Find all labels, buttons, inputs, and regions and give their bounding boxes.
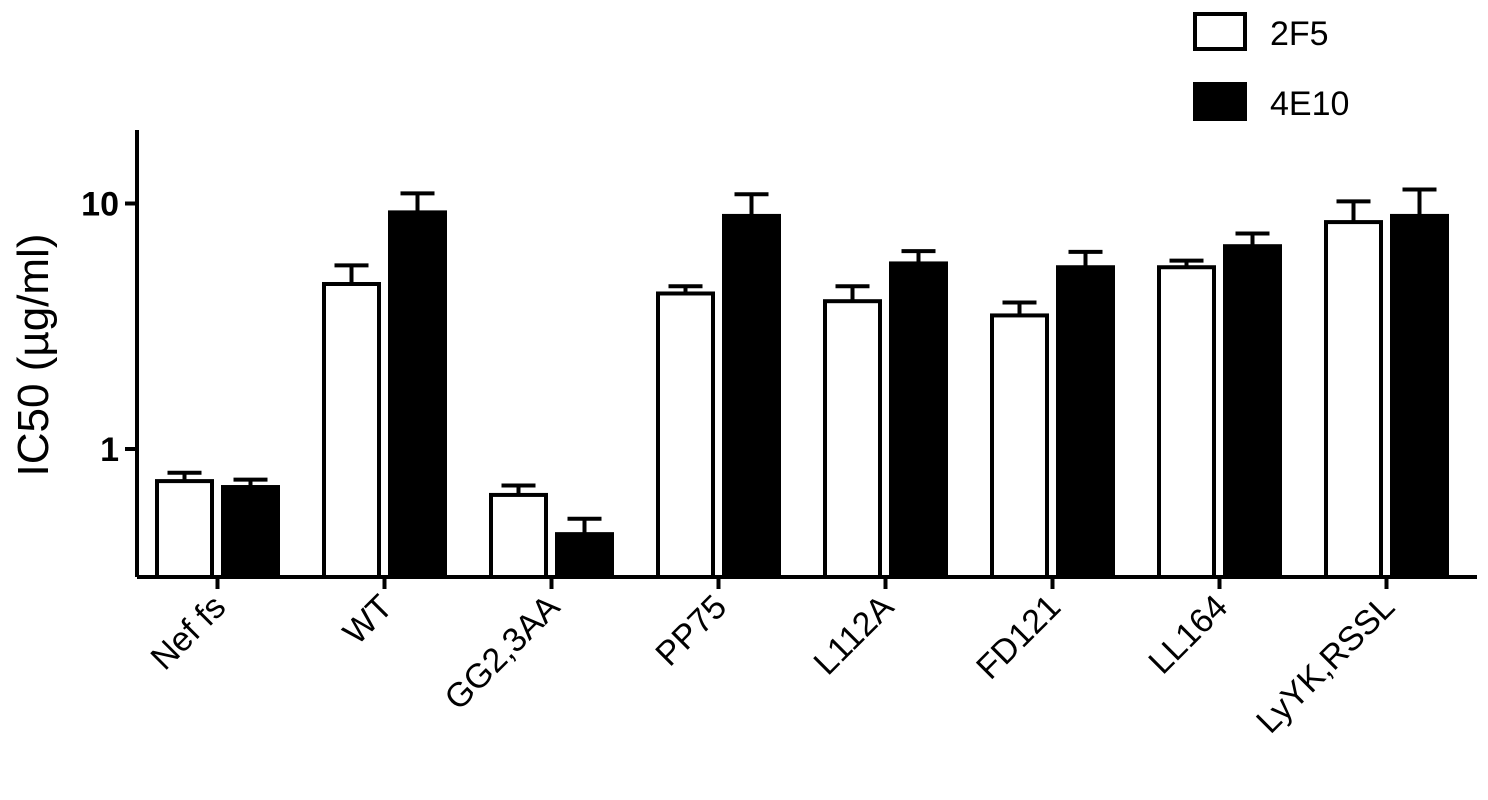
x-tick-label: FD121	[969, 588, 1068, 687]
legend-swatch-2f5	[1193, 12, 1247, 51]
bars	[155, 187, 1449, 580]
bar-4e10-2	[555, 532, 614, 580]
x-tick-label: Nef fs	[143, 588, 233, 678]
y-axis-ticks: 1 10	[81, 186, 137, 469]
bar-2f5-5	[990, 313, 1049, 579]
bar-4e10-3	[722, 213, 781, 580]
x-tick-label: WT	[336, 588, 400, 652]
y-tick-label: 1	[100, 431, 119, 469]
bar-2f5-3	[656, 291, 715, 579]
legend: 2F5 4E10	[1193, 12, 1349, 123]
bar-4e10-5	[1056, 265, 1115, 579]
y-tick-label: 10	[81, 186, 119, 224]
x-tick-label: PP75	[648, 588, 734, 674]
bar-4e10-7	[1390, 213, 1449, 580]
legend-swatch-4e10	[1193, 82, 1247, 121]
x-tick-label: LL164	[1141, 588, 1235, 682]
bar-2f5-0	[155, 479, 214, 579]
x-tick-label: L112A	[807, 588, 902, 683]
bar-2f5-1	[322, 281, 381, 579]
legend-label-4e10: 4E10	[1270, 85, 1349, 123]
bar-2f5-2	[489, 492, 548, 580]
x-tick-label: LyYK,RSSL	[1249, 588, 1402, 741]
y-axis-label: IC50 (µg/ml)	[9, 234, 58, 477]
x-tick-label: GG2,3AA	[437, 588, 567, 718]
bar-2f5-4	[823, 299, 882, 579]
bar-4e10-1	[388, 210, 447, 580]
bar-2f5-6	[1157, 265, 1216, 579]
legend-label-2f5: 2F5	[1270, 15, 1329, 53]
x-axis-ticks: Nef fs WT GG2,3AA PP75 L112A FD121 LL164 LyYK,R…	[143, 577, 1402, 741]
bar-2f5-7	[1324, 220, 1383, 579]
bar-4e10-0	[221, 485, 280, 580]
bar-4e10-6	[1223, 244, 1282, 579]
bar-4e10-4	[889, 261, 948, 579]
